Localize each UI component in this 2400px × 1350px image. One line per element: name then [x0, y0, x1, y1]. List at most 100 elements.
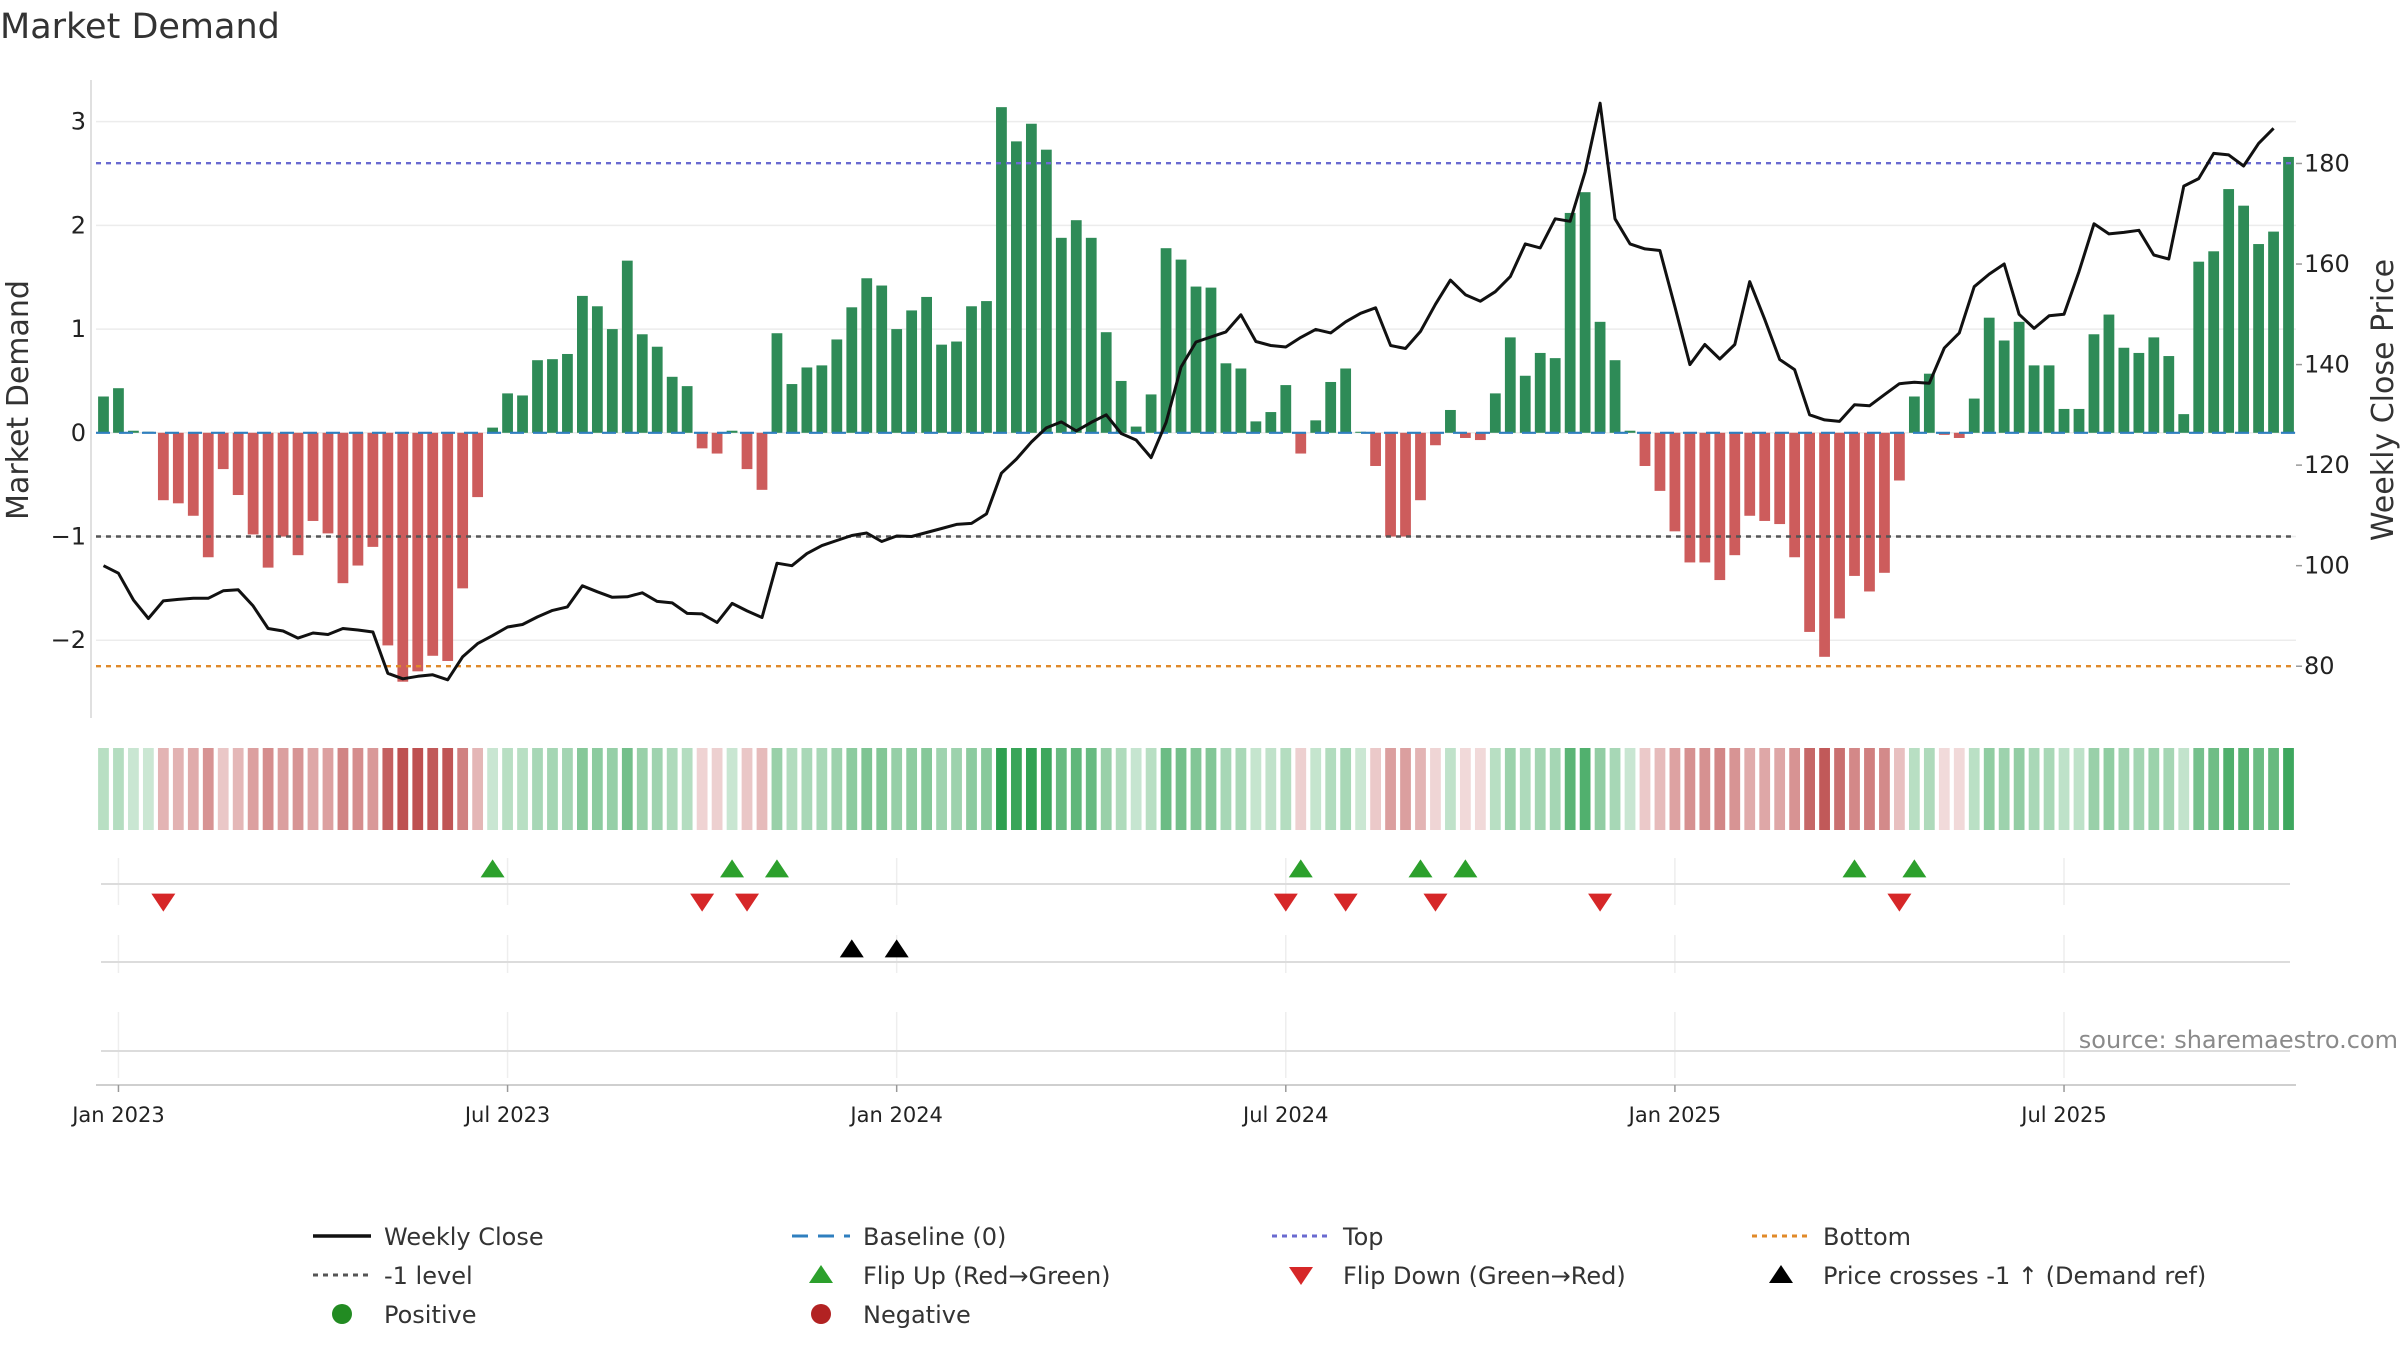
demand-bar: [2208, 251, 2220, 433]
demand-bar: [996, 107, 1007, 433]
heat-cell: [1205, 748, 1217, 830]
heat-cell: [606, 748, 618, 830]
heat-cell: [801, 748, 813, 830]
heat-cell: [696, 748, 708, 830]
heat-cell: [1519, 748, 1531, 830]
heat-cell: [1938, 748, 1950, 830]
demand-bar: [1804, 432, 1815, 632]
heat-cell: [2178, 748, 2190, 830]
legend-label: -1 level: [384, 1262, 473, 1290]
demand-bars: [98, 107, 2294, 682]
demand-bar: [921, 296, 932, 433]
demand-bar: [1145, 394, 1157, 433]
demand-bar: [217, 432, 229, 470]
heat-cell: [1474, 748, 1486, 830]
demand-bar: [1594, 321, 1606, 433]
demand-bar: [771, 333, 783, 433]
demand-bar: [2118, 347, 2130, 433]
heat-cell: [711, 748, 723, 830]
chart-title: Market Demand: [0, 7, 280, 47]
demand-bar: [1489, 393, 1501, 433]
heat-cell: [502, 748, 513, 830]
demand-bar: [337, 432, 349, 584]
flip-down-marker: [151, 893, 176, 912]
flip-up-marker: [1902, 859, 1927, 878]
legend: Weekly Close Baseline (0) Top Bottom -1 leve…: [313, 1223, 2206, 1329]
demand-bar: [1998, 340, 2010, 433]
flip-down-marker: [1588, 893, 1613, 912]
demand-bar: [1415, 432, 1426, 501]
demand-bar: [1205, 287, 1217, 433]
heat-cell: [1190, 748, 1202, 830]
date-tick-label: Jan 2025: [1627, 1103, 1722, 1127]
legend-swatch: [1289, 1267, 1313, 1285]
heat-cell: [1489, 748, 1501, 830]
heat-cell: [472, 748, 484, 830]
heat-cell: [756, 748, 768, 830]
demand-bar: [1774, 432, 1786, 525]
demand-bar: [2028, 365, 2040, 433]
heat-cell: [1879, 748, 1890, 830]
heat-cell: [412, 748, 424, 830]
demand-bar: [1504, 337, 1516, 433]
left-tick-label: 1: [71, 315, 86, 343]
date-tick-label: Jul 2024: [1241, 1103, 1328, 1127]
demand-bar: [1115, 380, 1127, 433]
heat-cell: [981, 748, 992, 830]
heat-cell: [1834, 748, 1845, 830]
signal-markers: [151, 859, 1927, 958]
flip-up-marker: [764, 859, 789, 878]
demand-bar: [1430, 432, 1441, 446]
flip-up-marker: [1842, 859, 1867, 878]
source-note: source: sharemaestro.com: [2079, 1026, 2398, 1054]
demand-bar: [1759, 432, 1771, 521]
heat-cell: [966, 748, 977, 830]
heat-cell: [1340, 748, 1352, 830]
demand-bar: [1699, 432, 1711, 563]
heat-cell: [1145, 748, 1157, 830]
demand-bar: [1864, 432, 1875, 592]
heat-cell: [1310, 748, 1322, 830]
heat-cell: [1265, 748, 1277, 830]
heat-cell: [651, 748, 663, 830]
demand-bar: [1100, 332, 1112, 433]
heat-cell: [2238, 748, 2250, 830]
left-tick-label: 2: [71, 211, 86, 239]
demand-bar: [202, 432, 214, 558]
heat-cell: [2103, 748, 2115, 830]
demand-bar: [532, 360, 543, 433]
right-tick-label: 100: [2304, 552, 2350, 580]
demand-bar: [2283, 156, 2294, 433]
heat-cell: [2268, 748, 2279, 830]
demand-bar: [2133, 352, 2145, 433]
heat-cell: [1400, 748, 1411, 830]
heat-cell: [936, 748, 947, 830]
heat-cell: [1968, 748, 1980, 830]
demand-bar: [502, 393, 513, 433]
demand-bar: [1564, 212, 1576, 433]
flip-down-marker: [735, 893, 760, 912]
demand-bar: [172, 432, 184, 504]
legend-swatch: [811, 1304, 831, 1324]
heat-cell: [2073, 748, 2085, 830]
heat-cell: [1923, 748, 1935, 830]
heat-cell: [666, 748, 678, 830]
demand-bar: [577, 295, 588, 433]
demand-bar: [1070, 220, 1082, 433]
legend-item: -1 level: [313, 1262, 473, 1290]
heat-cell: [1100, 748, 1112, 830]
heat-cell: [771, 748, 783, 830]
demand-bar: [756, 432, 768, 490]
left-tick-label: 3: [71, 108, 86, 136]
demand-bar: [1011, 141, 1022, 433]
demand-bar: [1744, 432, 1756, 516]
demand-bar: [487, 427, 498, 433]
demand-bar: [621, 260, 633, 433]
heat-cell: [1460, 748, 1471, 830]
heat-cell: [1908, 748, 1920, 830]
demand-bar: [1654, 432, 1666, 491]
heat-cell: [2088, 748, 2100, 830]
demand-bar: [472, 432, 484, 498]
demand-bar: [1729, 432, 1741, 556]
demand-bar: [2268, 231, 2279, 433]
